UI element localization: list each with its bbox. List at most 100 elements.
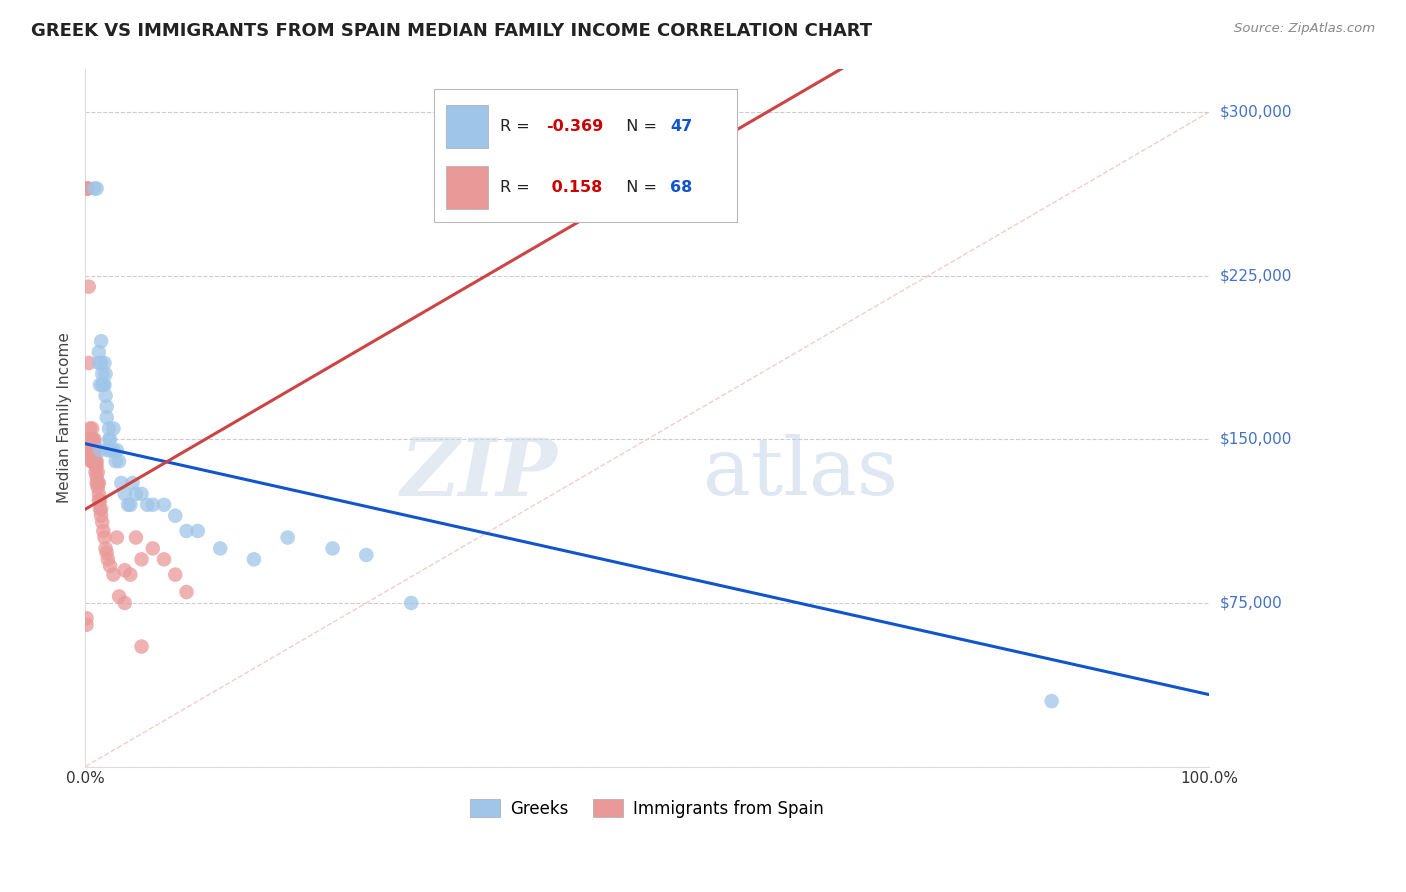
Point bbox=[121, 475, 143, 490]
Point bbox=[91, 377, 114, 392]
Point bbox=[114, 596, 136, 610]
Point bbox=[76, 181, 98, 195]
Point bbox=[142, 498, 165, 512]
Y-axis label: Median Family Income: Median Family Income bbox=[58, 332, 72, 503]
Point bbox=[96, 546, 118, 560]
Point bbox=[110, 475, 132, 490]
Point bbox=[83, 181, 105, 195]
Point bbox=[87, 475, 110, 490]
Text: $300,000: $300,000 bbox=[1220, 104, 1292, 120]
Point bbox=[76, 181, 98, 195]
Point bbox=[82, 433, 104, 447]
Point bbox=[84, 465, 107, 479]
Point bbox=[97, 552, 120, 566]
Point bbox=[84, 458, 107, 473]
Point bbox=[82, 454, 104, 468]
Point bbox=[93, 377, 115, 392]
Point bbox=[82, 421, 104, 435]
Point bbox=[86, 469, 108, 483]
Point bbox=[98, 433, 121, 447]
Point bbox=[82, 436, 104, 450]
Point bbox=[131, 640, 153, 654]
Point bbox=[176, 585, 198, 599]
Point bbox=[125, 531, 148, 545]
Point bbox=[93, 524, 115, 538]
Point bbox=[93, 356, 115, 370]
Point bbox=[108, 590, 131, 604]
Point bbox=[100, 443, 122, 458]
Point bbox=[86, 458, 108, 473]
Point bbox=[84, 443, 107, 458]
Point bbox=[90, 356, 112, 370]
Point bbox=[80, 436, 103, 450]
Point bbox=[91, 515, 114, 529]
Point bbox=[79, 436, 101, 450]
Point bbox=[80, 454, 103, 468]
Point bbox=[94, 389, 117, 403]
Point bbox=[87, 480, 110, 494]
Point bbox=[87, 345, 110, 359]
Point bbox=[90, 508, 112, 523]
Point bbox=[94, 541, 117, 556]
Point bbox=[87, 465, 110, 479]
Point bbox=[83, 443, 105, 458]
Point bbox=[83, 436, 105, 450]
Point bbox=[82, 436, 104, 450]
Point bbox=[87, 475, 110, 490]
Point bbox=[117, 498, 139, 512]
Point bbox=[104, 454, 127, 468]
Point bbox=[98, 433, 121, 447]
Point bbox=[89, 443, 111, 458]
Point bbox=[120, 567, 142, 582]
Point bbox=[89, 502, 111, 516]
Point bbox=[82, 454, 104, 468]
Point bbox=[96, 410, 118, 425]
Point bbox=[80, 443, 103, 458]
Point bbox=[96, 400, 118, 414]
Point bbox=[98, 421, 121, 435]
Point bbox=[243, 552, 266, 566]
Point bbox=[103, 421, 125, 435]
Point bbox=[77, 279, 100, 293]
Point bbox=[84, 454, 107, 468]
Point bbox=[131, 552, 153, 566]
Point bbox=[114, 487, 136, 501]
Point bbox=[79, 421, 101, 435]
Point bbox=[86, 181, 108, 195]
Text: $225,000: $225,000 bbox=[1220, 268, 1292, 284]
Point bbox=[83, 454, 105, 468]
Point bbox=[125, 487, 148, 501]
Point bbox=[120, 498, 142, 512]
Point bbox=[322, 541, 344, 556]
Point bbox=[399, 596, 422, 610]
Point bbox=[277, 531, 299, 545]
Point bbox=[86, 475, 108, 490]
Point bbox=[89, 493, 111, 508]
Point bbox=[105, 443, 128, 458]
Point bbox=[76, 181, 98, 195]
Point bbox=[108, 454, 131, 468]
Point bbox=[82, 433, 104, 447]
Point bbox=[103, 567, 125, 582]
Point bbox=[90, 502, 112, 516]
Point bbox=[97, 443, 120, 458]
Point bbox=[209, 541, 232, 556]
Point bbox=[356, 548, 378, 562]
Point bbox=[77, 356, 100, 370]
Point bbox=[1040, 694, 1063, 708]
Text: $150,000: $150,000 bbox=[1220, 432, 1292, 447]
Point bbox=[103, 443, 125, 458]
Legend: Greeks, Immigrants from Spain: Greeks, Immigrants from Spain bbox=[464, 793, 831, 824]
Point bbox=[153, 552, 176, 566]
Text: atlas: atlas bbox=[703, 434, 898, 512]
Point bbox=[86, 454, 108, 468]
Point bbox=[91, 367, 114, 381]
Point bbox=[77, 443, 100, 458]
Point bbox=[83, 433, 105, 447]
Text: $75,000: $75,000 bbox=[1220, 596, 1282, 610]
Point bbox=[76, 611, 98, 625]
Point bbox=[176, 524, 198, 538]
Point bbox=[93, 531, 115, 545]
Point bbox=[77, 433, 100, 447]
Point bbox=[87, 487, 110, 501]
